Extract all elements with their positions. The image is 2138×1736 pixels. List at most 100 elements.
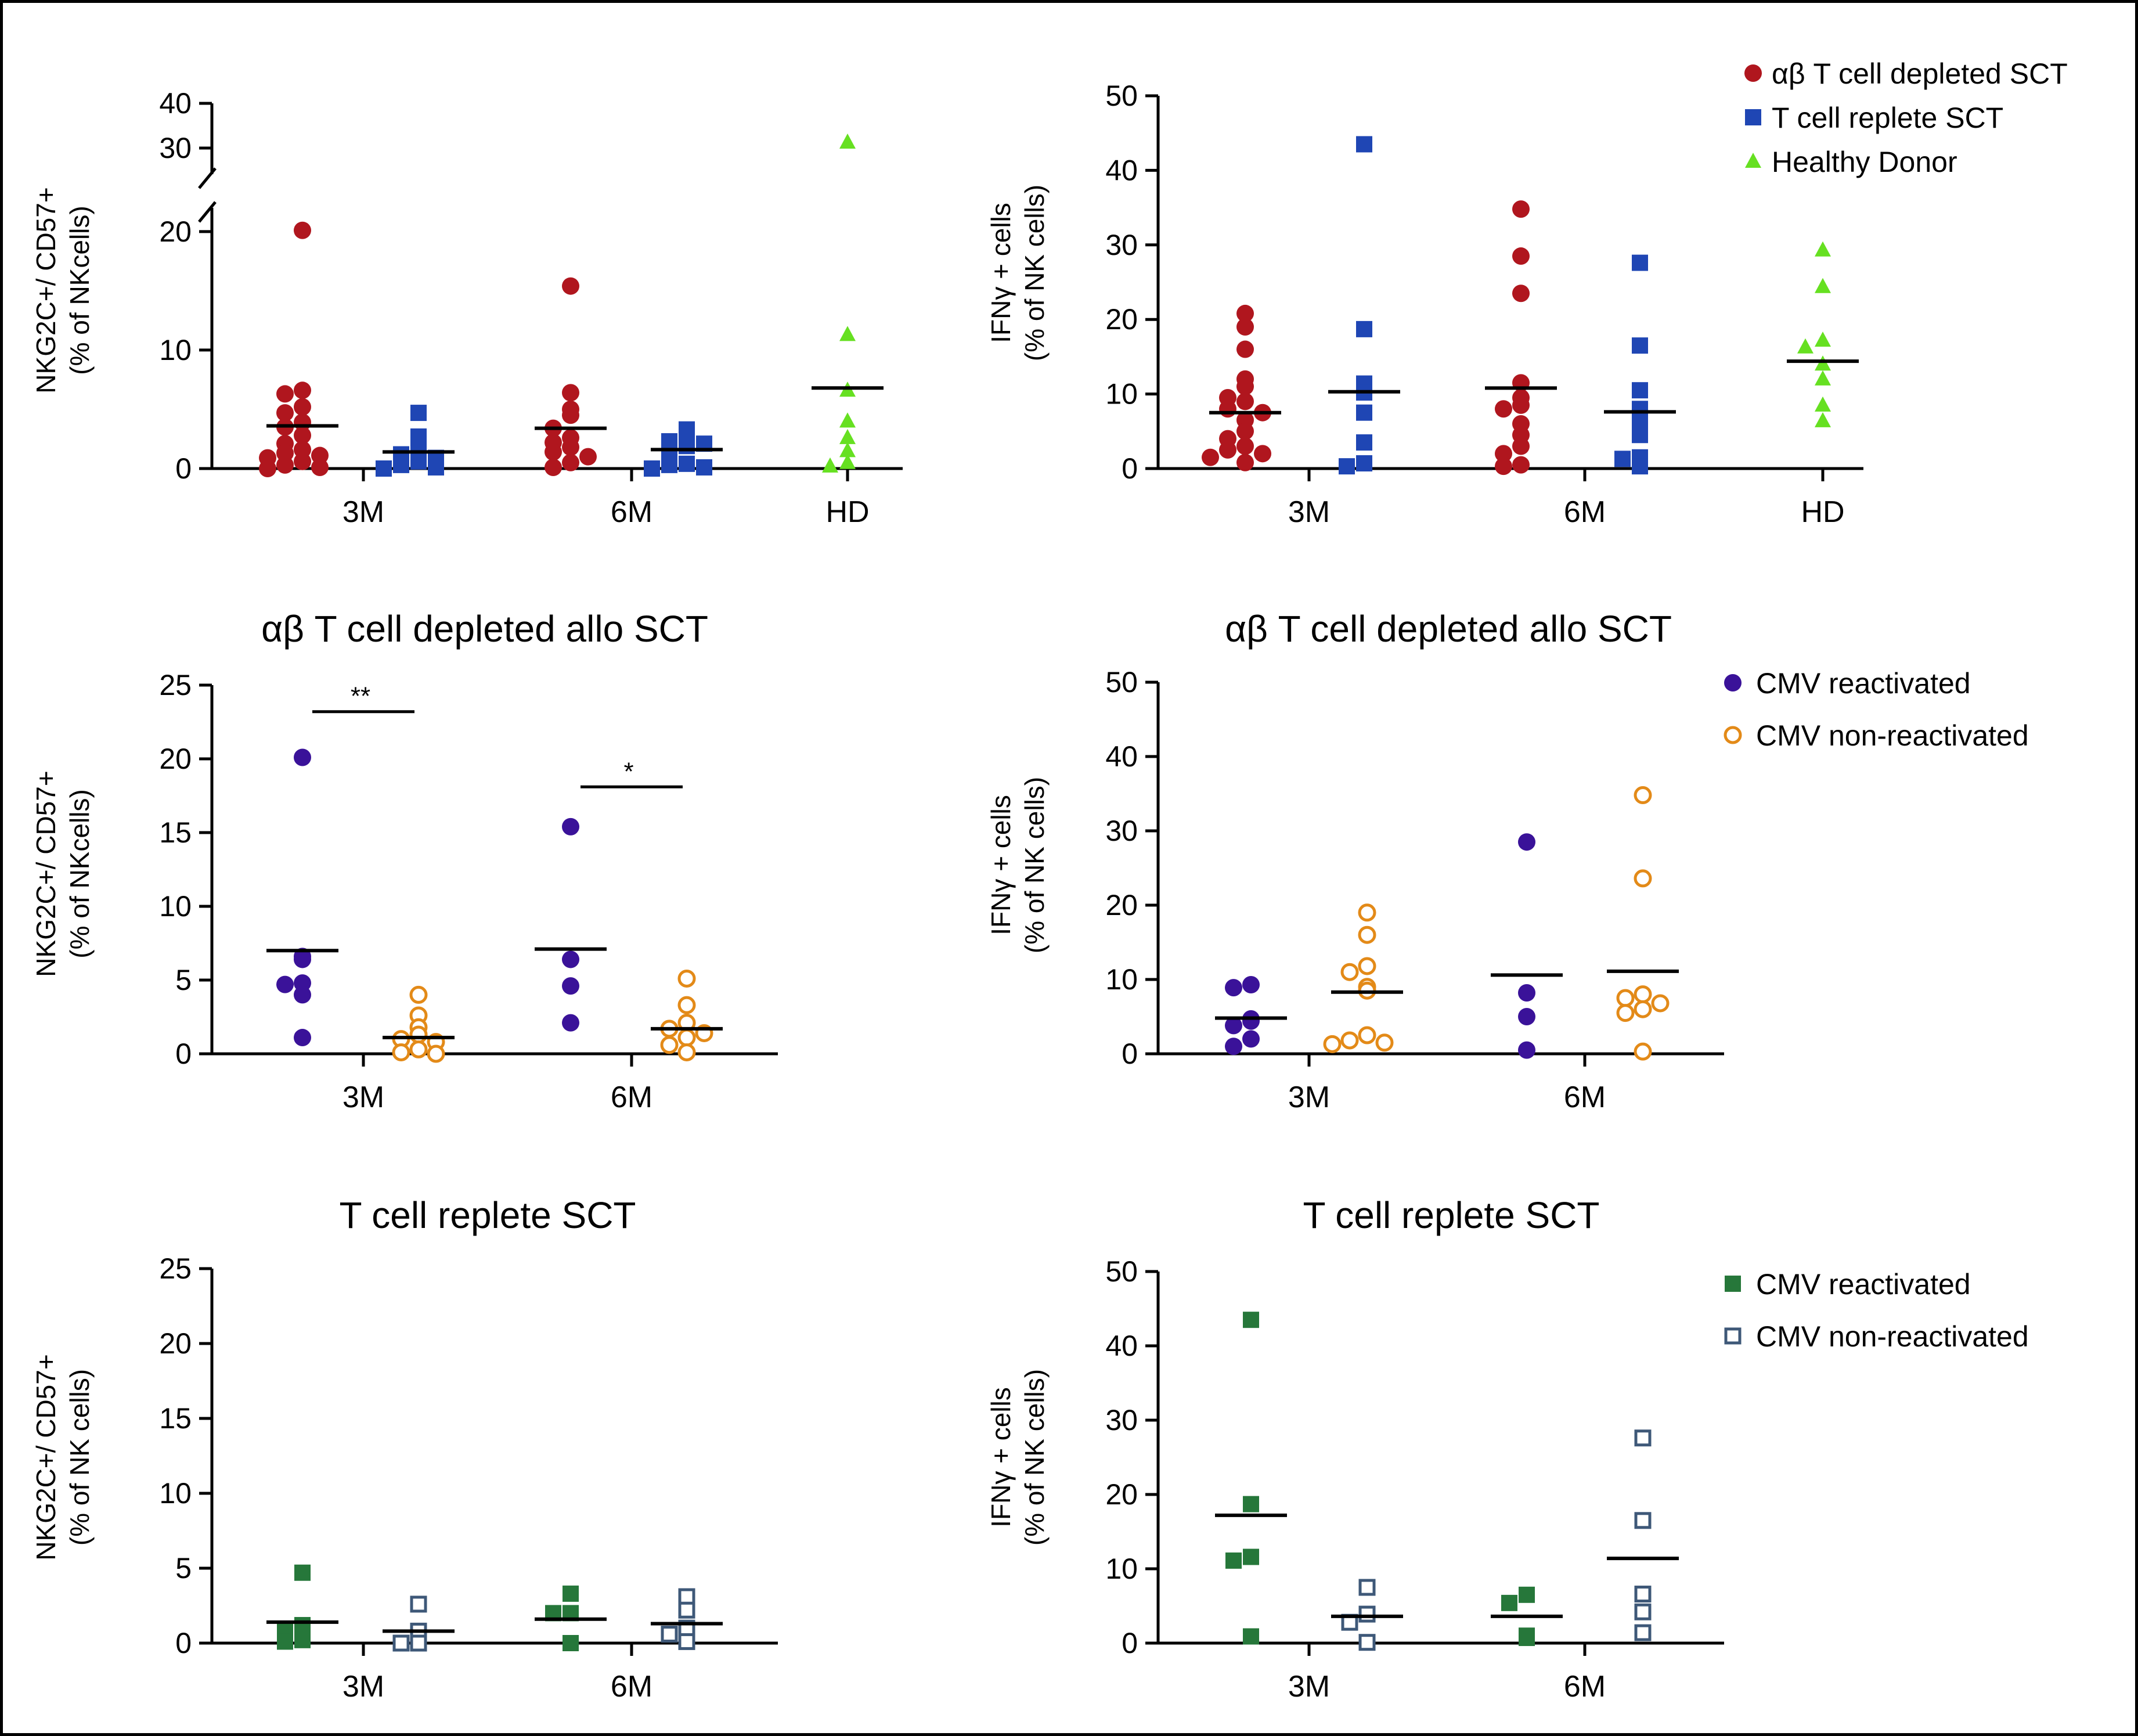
y-tick-label: 30: [1105, 815, 1138, 847]
y-tick-label: 50: [1105, 80, 1138, 112]
data-point-square: [277, 1633, 293, 1650]
data-point-square: [679, 423, 695, 440]
data-point-square-open: [1634, 1603, 1652, 1620]
y-tick-label: 20: [1105, 889, 1138, 921]
data-point-circle: [259, 460, 276, 477]
data-point-square-open: [1358, 1634, 1376, 1651]
data-point-square: [661, 433, 677, 450]
data-point-square: [376, 460, 392, 477]
data-point-circle-open: [1358, 1026, 1376, 1045]
data-point-circle: [1512, 200, 1530, 218]
data-point-circle: [1236, 392, 1254, 410]
x-tick-label: 3M: [1288, 1670, 1330, 1703]
data-point-circle: [294, 748, 311, 766]
y-tick-label: 5: [175, 1552, 192, 1584]
y-axis-label-line: (% of NK cells): [64, 1369, 95, 1546]
data-point-circle: [294, 1029, 311, 1047]
data-point-triangle: [839, 428, 856, 444]
data-point-circle: [1512, 456, 1530, 474]
y-tick-label: 50: [1105, 1255, 1138, 1288]
data-point-triangle: [839, 133, 856, 149]
chart-title: T cell replete SCT: [340, 1194, 636, 1236]
y-axis-label: IFNγ + cells (% of NK cells): [986, 185, 1050, 361]
data-point-triangle: [1797, 338, 1813, 354]
y-axis-label: NKG2C+/ CD57+ (% of NKcells): [31, 770, 95, 977]
y-axis-label-line: (% of NK cells): [1019, 1369, 1050, 1546]
data-point-square-open: [1634, 1512, 1652, 1529]
data-point-circle: [1518, 1041, 1535, 1059]
data-point-circle: [562, 384, 579, 402]
data-point-circle-open: [1616, 989, 1635, 1007]
data-point-square: [1356, 320, 1372, 337]
chart-title: αβ T cell depleted allo SCT: [1225, 608, 1672, 650]
chart-panel-5: 0 5 10 15 20 25 3M 6M NKG2C+/ CD57+ (% of NK cell…: [31, 1194, 778, 1703]
data-point-circle: [294, 381, 311, 399]
data-point-square: [1632, 382, 1648, 399]
data-point-triangle: [1815, 241, 1831, 257]
chart-panel-6: 0 10 20 30 40 50 3M 6M IFNγ + cells (% of NK cell…: [986, 1194, 2029, 1703]
x-tick-label: HD: [1801, 495, 1844, 529]
x-tick-label: 3M: [1288, 1081, 1330, 1114]
data-point-circle: [276, 975, 294, 993]
y-tick-label: 20: [1105, 303, 1138, 336]
data-point-circle: [579, 448, 597, 466]
y-tick-label: 0: [175, 452, 192, 485]
y-tick-label: 10: [159, 890, 192, 923]
x-tick-label: 6M: [1564, 1081, 1606, 1114]
data-point-circle: [276, 404, 294, 422]
y-tick-label: 5: [175, 964, 192, 996]
data-point-square-open: [1634, 1586, 1652, 1603]
data-point-triangle: [839, 326, 856, 341]
data-point-triangle: [839, 412, 856, 428]
y-tick-label: 20: [159, 743, 192, 775]
data-point-square: [294, 1617, 311, 1634]
data-point-circle: [1512, 247, 1530, 265]
legend-label: Healthy Donor: [1772, 146, 1957, 178]
data-point-square: [1243, 1312, 1259, 1328]
y-tick-label: 20: [1105, 1478, 1138, 1511]
data-point-square: [1632, 458, 1648, 475]
y-axis-label-line: NKG2C+/ CD57+: [31, 770, 61, 977]
data-point-square: [294, 1631, 311, 1648]
y-tick-label: 20: [159, 1327, 192, 1360]
data-point-triangle: [1815, 370, 1831, 386]
data-point-circle: [562, 977, 579, 995]
x-tick-label: 3M: [342, 1081, 384, 1114]
y-tick-label: 0: [1122, 1627, 1138, 1659]
data-point-triangle: [839, 442, 856, 458]
data-point-square-open: [410, 1634, 427, 1652]
chart-title: T cell replete SCT: [1303, 1194, 1600, 1236]
data-point-square: [1243, 1548, 1259, 1565]
data-point-circle-open: [677, 1028, 696, 1047]
y-tick-label: 40: [159, 87, 192, 120]
data-point-circle: [562, 1014, 579, 1032]
data-point-circle-open: [1358, 957, 1376, 975]
y-tick-label: 30: [1105, 1404, 1138, 1436]
data-point-circle-open: [1358, 903, 1376, 922]
y-tick-label: 30: [1105, 229, 1138, 261]
legend-label: CMV reactivated: [1756, 1268, 1971, 1301]
y-axis-label-line: (% of NK cells): [1019, 777, 1050, 953]
legend-marker-square: [1745, 109, 1761, 125]
y-axis-label-line: (% of NKcells): [64, 206, 95, 374]
legend-label: T cell replete SCT: [1772, 102, 2003, 134]
data-point-circle-open: [1358, 925, 1376, 944]
x-tick-label: 3M: [342, 495, 384, 529]
data-point-square: [1632, 427, 1648, 444]
data-point-square: [1356, 434, 1372, 451]
legend-marker-circle: [1744, 64, 1762, 82]
data-point-circle: [1254, 445, 1271, 463]
data-point-circle-open: [1634, 786, 1652, 805]
y-tick-label: 25: [159, 669, 192, 701]
data-point-circle: [1495, 400, 1512, 418]
legend-label: CMV non-reactivated: [1756, 719, 2029, 752]
data-point-square: [410, 453, 427, 470]
y-axis-label-line: (% of NK cells): [1019, 185, 1050, 361]
data-point-circle-open: [677, 1043, 696, 1061]
data-point-triangle: [1815, 396, 1831, 412]
data-point-circle-open: [409, 1040, 428, 1058]
data-point-circle-open: [1323, 1035, 1342, 1053]
data-point-circle: [1512, 437, 1530, 455]
data-point-square-open: [1358, 1605, 1376, 1623]
data-point-square: [1519, 1630, 1535, 1647]
